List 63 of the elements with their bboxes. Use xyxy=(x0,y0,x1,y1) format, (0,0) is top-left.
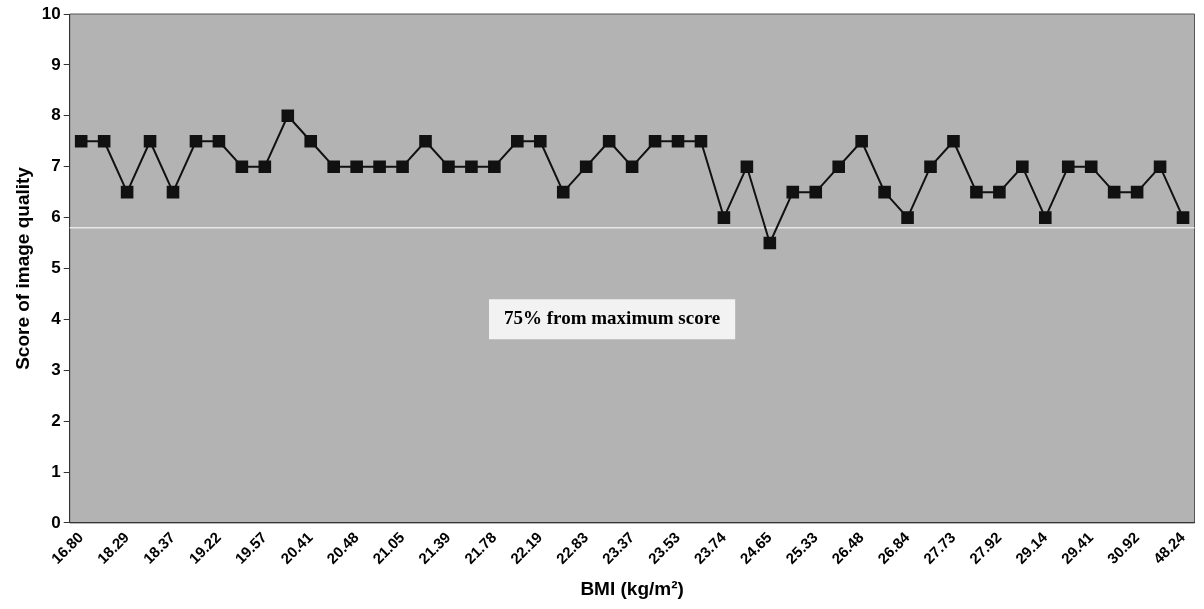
annotation: 75% from maximum score xyxy=(504,307,721,329)
point xyxy=(281,109,295,123)
point xyxy=(396,160,409,173)
point xyxy=(901,211,914,224)
point xyxy=(143,134,157,148)
point xyxy=(878,185,891,199)
point xyxy=(1130,185,1144,199)
point xyxy=(602,134,616,148)
point xyxy=(556,185,570,199)
point xyxy=(671,134,685,148)
point xyxy=(763,236,777,250)
point xyxy=(786,185,800,199)
point xyxy=(1016,160,1029,173)
y-axis-title: Score of image quality xyxy=(11,166,33,370)
point xyxy=(120,185,134,199)
point xyxy=(189,134,203,148)
y-tick-label: 9 xyxy=(51,54,61,74)
point xyxy=(373,160,386,173)
point xyxy=(947,134,960,148)
point xyxy=(1038,211,1052,224)
point xyxy=(533,134,547,148)
point xyxy=(304,134,318,148)
point xyxy=(97,134,111,148)
y-tick-label: 8 xyxy=(51,105,61,125)
point xyxy=(258,160,272,173)
point xyxy=(970,185,983,199)
y-tick-label: 5 xyxy=(51,258,61,278)
y-tick-label: 4 xyxy=(51,309,62,329)
x-axis-title: BMI (kg/m²) xyxy=(580,577,684,599)
y-tick-label: 7 xyxy=(51,156,61,176)
point xyxy=(327,160,340,173)
point xyxy=(235,160,249,173)
point xyxy=(511,134,524,148)
point xyxy=(212,134,226,148)
point xyxy=(1107,185,1121,199)
point xyxy=(717,211,731,224)
point xyxy=(694,134,708,148)
y-tick-label: 0 xyxy=(51,512,61,532)
point xyxy=(442,160,455,173)
point xyxy=(1084,160,1098,173)
point xyxy=(74,134,88,148)
point xyxy=(648,134,662,148)
point xyxy=(1153,160,1167,173)
point xyxy=(350,160,363,173)
point xyxy=(809,185,823,199)
y-tick-label: 10 xyxy=(41,3,61,23)
y-tick-label: 2 xyxy=(51,410,61,430)
point xyxy=(993,185,1006,199)
point xyxy=(419,134,432,148)
y-tick-label: 1 xyxy=(51,461,61,481)
point xyxy=(740,160,754,173)
point xyxy=(1176,211,1190,224)
y-tick-label: 6 xyxy=(51,207,61,227)
point xyxy=(579,160,593,173)
point xyxy=(625,160,639,173)
point xyxy=(1061,160,1075,173)
point xyxy=(465,160,478,173)
point xyxy=(855,134,868,148)
y-tick-label: 3 xyxy=(51,359,61,379)
point xyxy=(488,160,501,173)
point xyxy=(166,185,180,199)
point xyxy=(924,160,937,173)
point xyxy=(832,160,845,173)
